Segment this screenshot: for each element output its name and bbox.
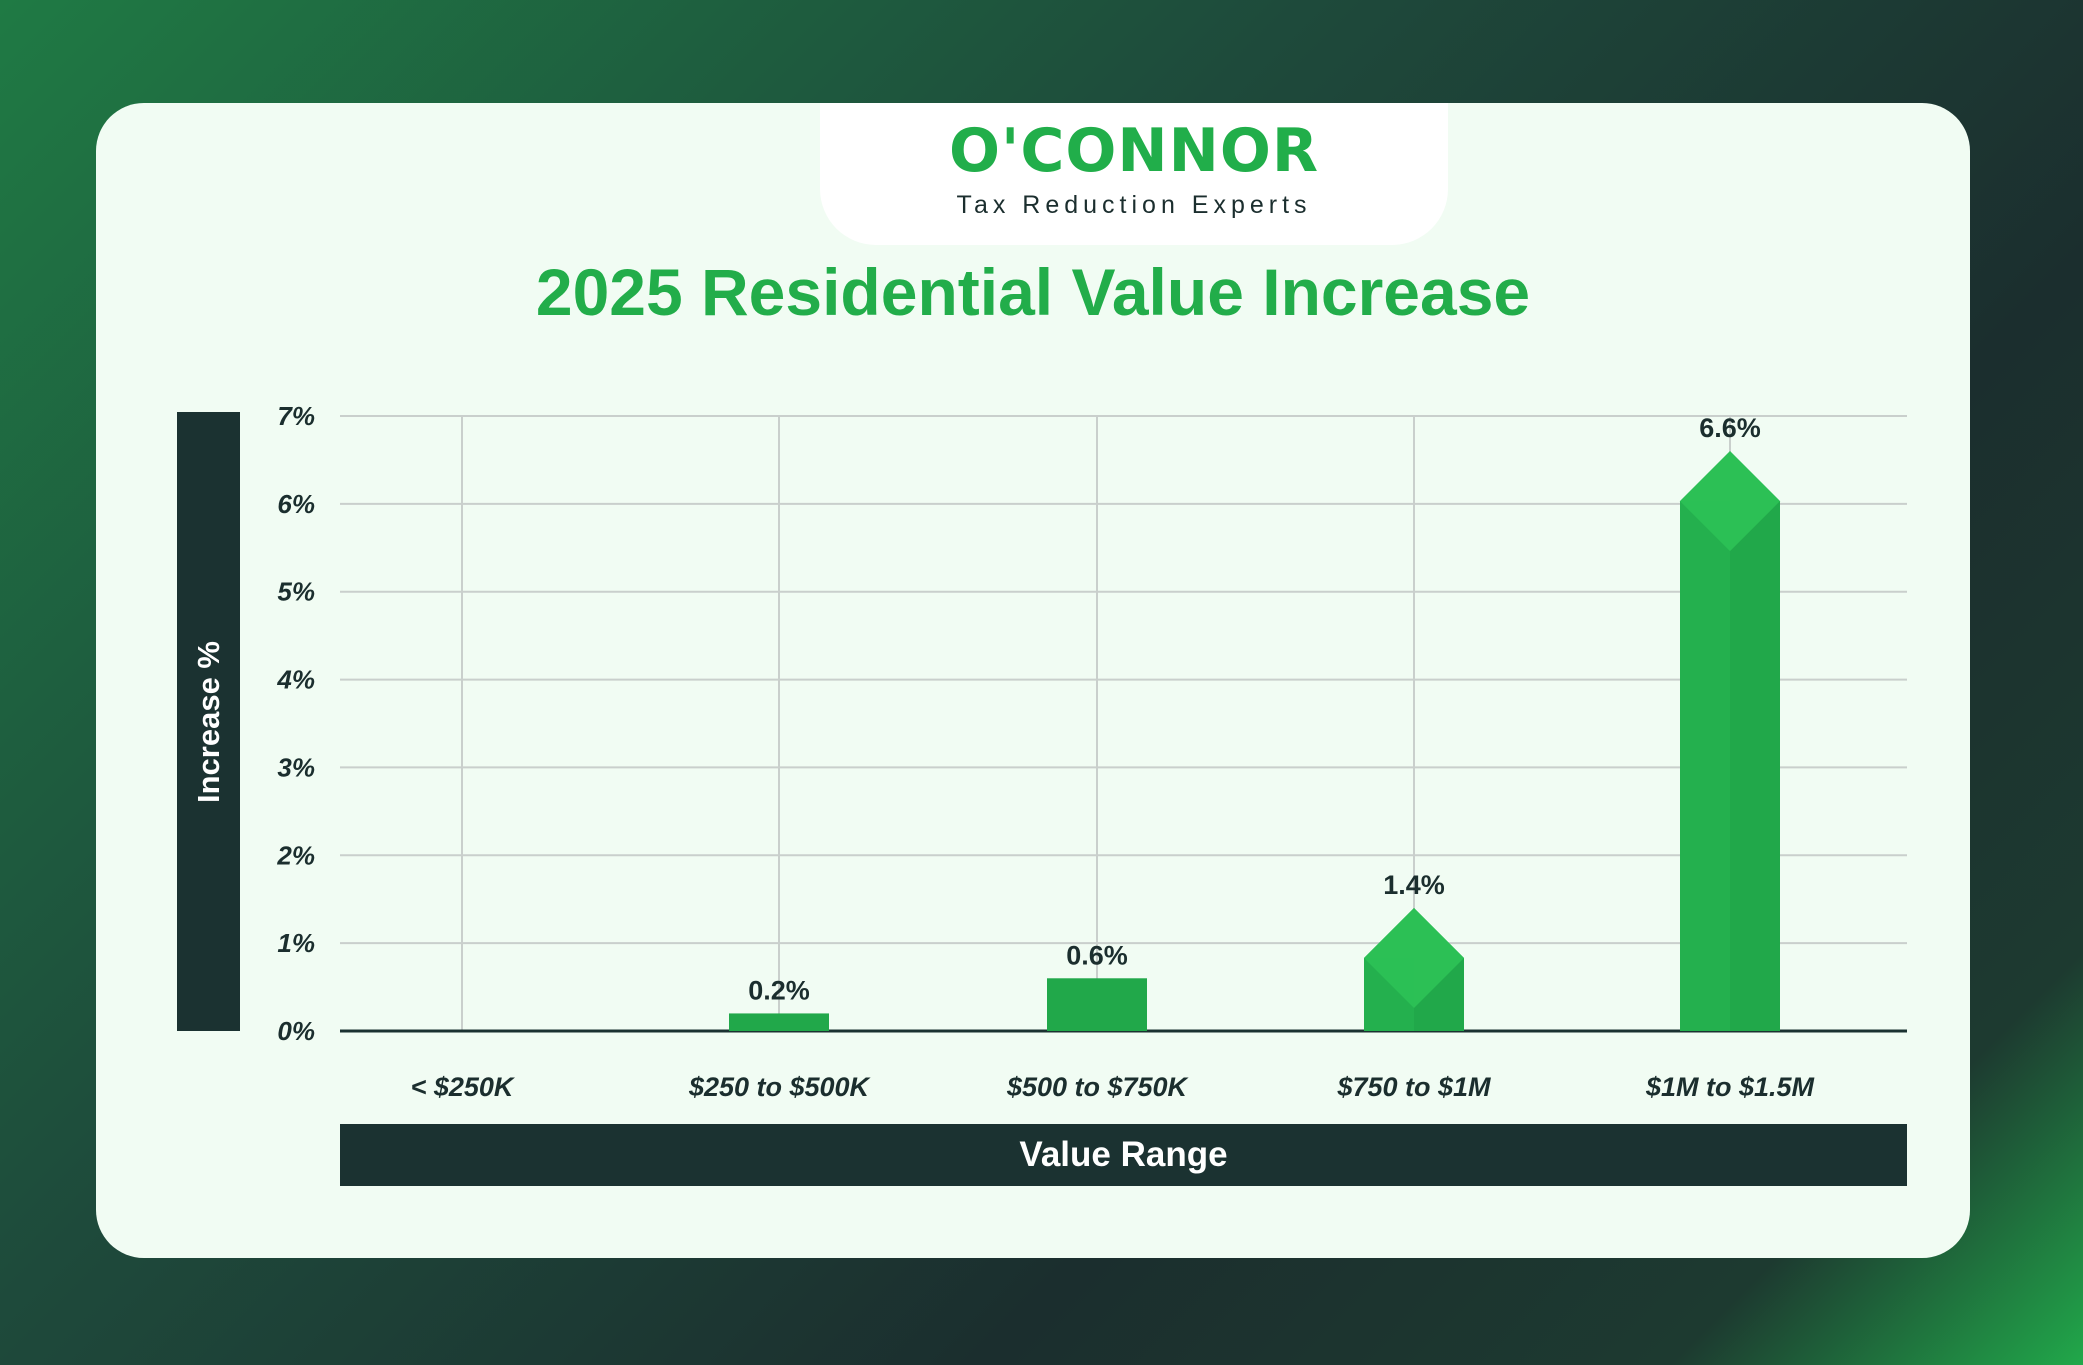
y-tick-label: 4% bbox=[276, 665, 315, 695]
y-tick-label: 6% bbox=[277, 489, 315, 519]
y-tick-label: 2% bbox=[276, 840, 315, 870]
x-tick-label: < $250K bbox=[411, 1072, 516, 1102]
y-tick-label: 3% bbox=[277, 752, 315, 782]
data-label: 0.2% bbox=[748, 975, 810, 1005]
data-label: 6.6% bbox=[1699, 413, 1761, 443]
data-label: 1.4% bbox=[1383, 870, 1445, 900]
data-label: 0.6% bbox=[1066, 940, 1128, 970]
bar bbox=[1047, 978, 1147, 1031]
y-axis-label-band: Increase % bbox=[177, 412, 240, 1031]
bar-chart: 0% 1% 2% 3% 4% 5% 6% 7% < $250K 0.2% $250 to $500K… bbox=[276, 401, 1907, 1102]
bar-tip-facet bbox=[1364, 908, 1464, 1008]
bar bbox=[1680, 451, 1780, 1032]
bar-highlight bbox=[1680, 501, 1730, 1032]
y-tick-label: 0% bbox=[277, 1016, 315, 1046]
x-tick-label: $1M to $1.5M bbox=[1645, 1072, 1815, 1102]
x-tick-label: $250 to $500K bbox=[688, 1072, 872, 1102]
bar-highlight bbox=[1364, 958, 1414, 1031]
company-logo: O'CONNOR bbox=[948, 116, 1320, 186]
y-tick-label: 1% bbox=[277, 928, 315, 958]
y-tick-label: 7% bbox=[277, 401, 315, 431]
bar bbox=[729, 1013, 829, 1031]
x-tick-label: $500 to $750K bbox=[1006, 1072, 1190, 1102]
y-tick-label: 5% bbox=[277, 577, 315, 607]
chart-title: 2025 Residential Value Increase bbox=[535, 255, 1531, 329]
logo-tagline: Tax Reduction Experts bbox=[956, 191, 1312, 219]
x-tick-label: $750 to $1M bbox=[1336, 1072, 1491, 1102]
chart-card: O'CONNOR Tax Reduction Experts 2025 Resi… bbox=[96, 103, 1970, 1258]
x-axis-label: Value Range bbox=[340, 1124, 1907, 1186]
bar-tip-facet bbox=[1680, 451, 1780, 552]
logo-tab: O'CONNOR Tax Reduction Experts bbox=[820, 103, 1448, 245]
